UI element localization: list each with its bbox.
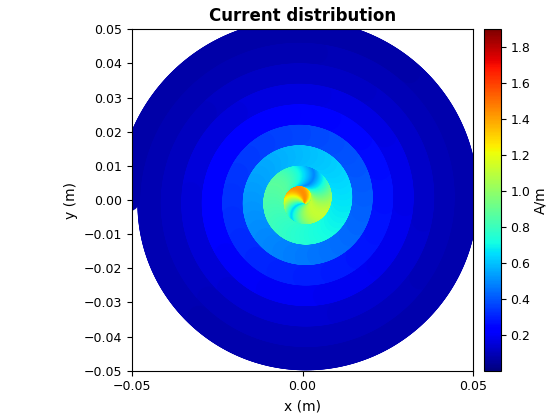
X-axis label: x (m): x (m) <box>284 399 321 413</box>
Title: Current distribution: Current distribution <box>209 7 396 25</box>
Y-axis label: y (m): y (m) <box>64 181 78 218</box>
Y-axis label: A/m: A/m <box>533 186 547 214</box>
